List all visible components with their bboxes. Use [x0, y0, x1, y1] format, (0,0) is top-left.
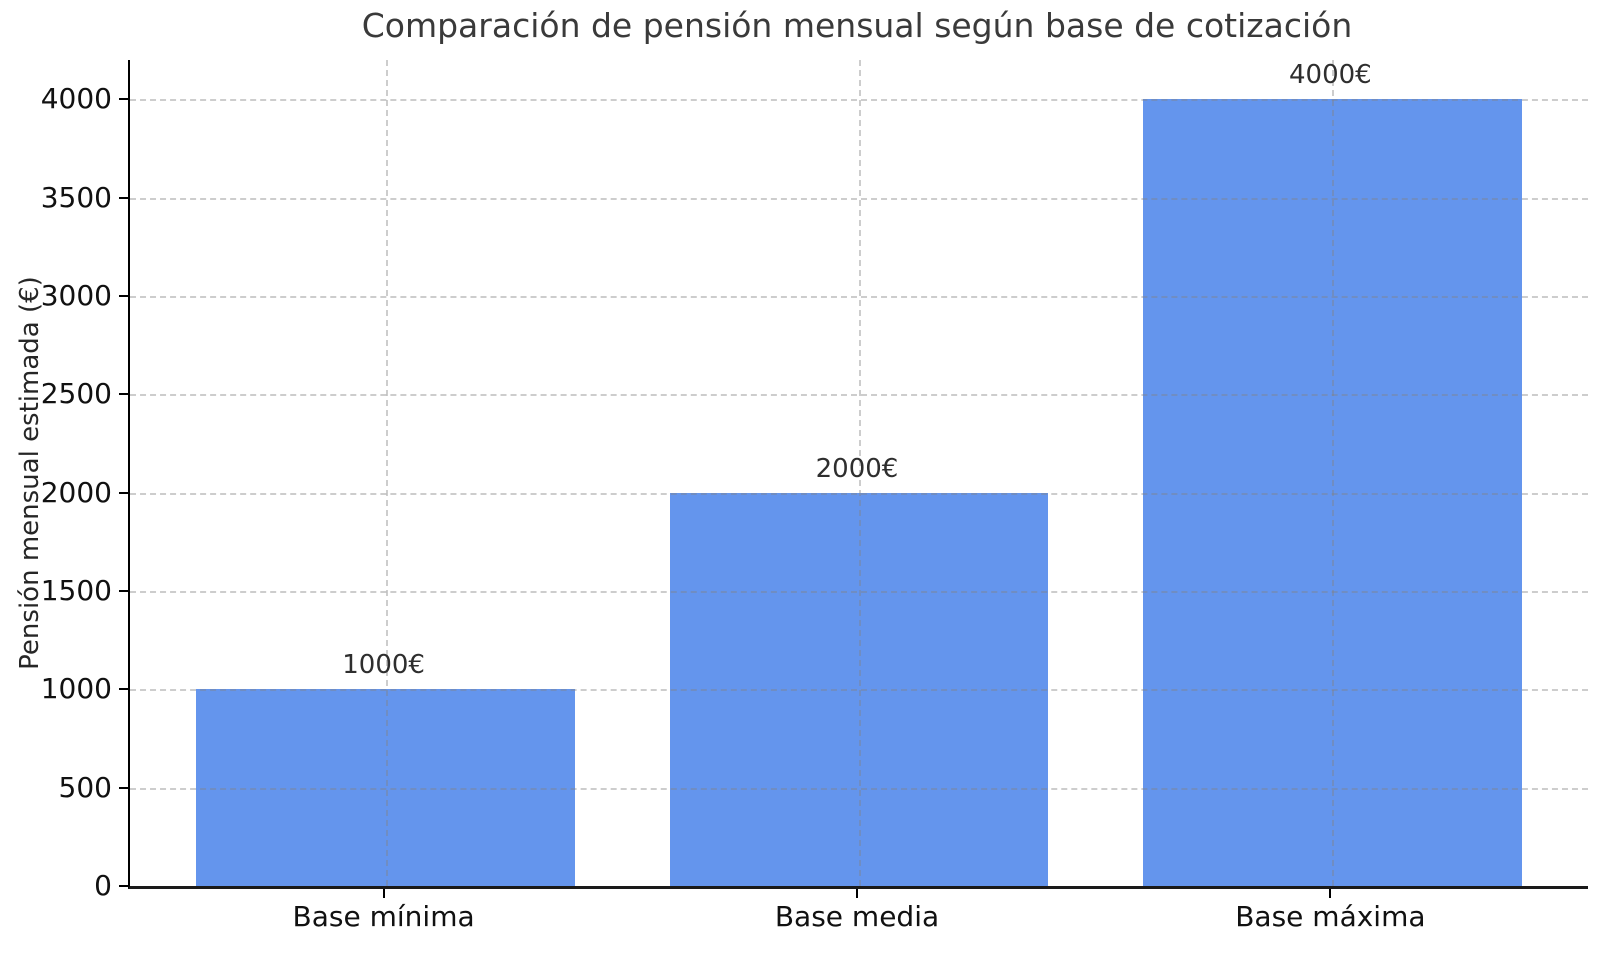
gridline-y-2000: [130, 492, 1588, 495]
y-tick-mark: [119, 491, 128, 494]
gridline-y-1000: [130, 689, 1588, 692]
gridline-y-3500: [130, 197, 1588, 200]
x-tick-mark: [382, 889, 385, 898]
y-tick-label: 3000: [40, 279, 112, 312]
y-tick-label: 500: [58, 770, 112, 804]
x-tick-label-3: Base máxima: [1235, 900, 1426, 933]
y-axis-label: Pensión mensual estimada (€): [15, 276, 45, 670]
bar-1: [196, 689, 575, 886]
y-tick-label: 0: [94, 869, 112, 902]
gridline-y-3000: [130, 296, 1588, 298]
y-tick-mark: [119, 196, 128, 199]
gridline-y-4000: [130, 99, 1588, 102]
y-tick-mark: [119, 885, 128, 887]
y-tick-mark: [119, 688, 128, 691]
chart-title: Comparación de pensión mensual según bas…: [361, 6, 1353, 45]
y-tick-label: 2500: [40, 377, 112, 411]
y-tick-mark: [119, 98, 128, 101]
bar-2: [669, 492, 1049, 886]
y-tick-mark: [119, 786, 128, 789]
x-tick-label-2: Base media: [774, 900, 940, 933]
x-tick-mark: [1329, 889, 1332, 898]
x-tick-mark: [856, 889, 858, 898]
gridline-x-3: [1332, 60, 1335, 886]
bar-3: [1143, 99, 1522, 886]
y-tick-label: 4000: [40, 82, 112, 116]
plot-area: [128, 60, 1588, 889]
y-tick-label: 1000: [40, 672, 112, 706]
y-tick-mark: [119, 295, 128, 297]
y-tick-label: 3500: [40, 180, 112, 214]
y-tick-mark: [119, 590, 128, 592]
y-tick-label: 1500: [40, 574, 112, 607]
bar-value-label-2: 2000€: [815, 453, 899, 484]
bar-value-label-1: 1000€: [342, 650, 425, 681]
bar-value-label-3: 4000€: [1289, 60, 1372, 91]
gridline-x-1: [385, 60, 388, 886]
x-tick-label-1: Base mínima: [292, 900, 475, 933]
gridline-x-2: [859, 60, 861, 886]
gridline-y-1500: [130, 591, 1588, 593]
gridline-y-2500: [130, 394, 1588, 397]
y-tick-mark: [119, 393, 128, 396]
gridline-y-500: [130, 787, 1588, 790]
y-tick-label: 2000: [40, 475, 112, 509]
